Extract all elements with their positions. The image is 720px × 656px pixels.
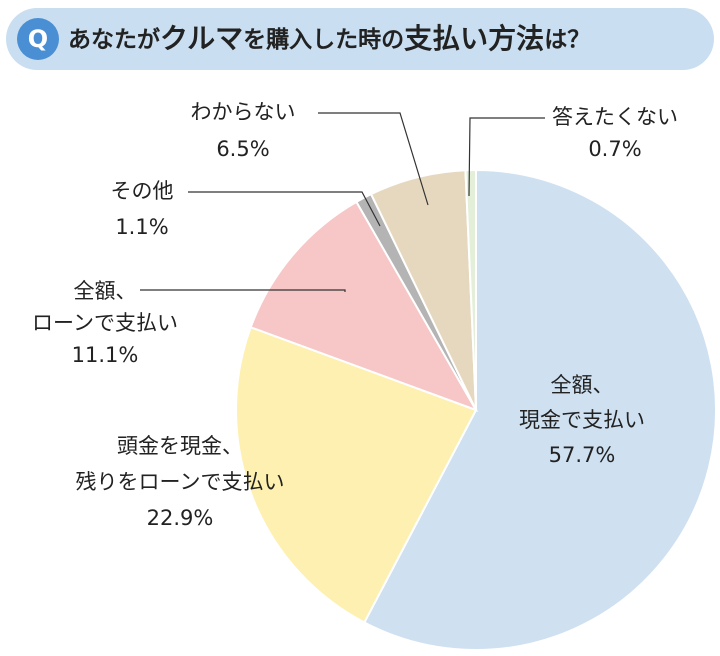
label-line: ローンで支払い <box>32 311 178 335</box>
title-part: クルマ <box>160 22 243 55</box>
header-bar <box>6 8 714 70</box>
label-line: わからない <box>191 100 296 124</box>
leader-line <box>188 191 381 227</box>
label-line: 答えたくない <box>552 105 678 129</box>
pie-slice <box>235 326 478 624</box>
value-label: 6.5% <box>216 137 269 161</box>
leader-lines <box>140 112 545 292</box>
pie-slice <box>249 200 479 412</box>
label-line: 全額、 <box>74 279 137 303</box>
value-label: 22.9% <box>147 506 214 530</box>
chart-title: あなたがクルマを購入した時の支払い方法は？ <box>68 22 590 55</box>
title-part: は？ <box>544 27 590 53</box>
leader-line <box>318 112 429 206</box>
category-label: その他 <box>111 179 174 203</box>
pie-slice <box>363 168 717 651</box>
value-label: 57.7% <box>549 443 616 467</box>
leader-line <box>140 289 346 292</box>
category-label: 全額、現金で支払い <box>519 373 645 432</box>
value-label: 1.1% <box>115 215 168 239</box>
pie <box>235 168 717 651</box>
title-part: を購入した時の <box>243 27 404 53</box>
q-badge <box>17 18 59 60</box>
q-letter: Q <box>28 25 48 53</box>
title-part: 支払い方法 <box>404 22 544 55</box>
pie-slice <box>464 168 477 411</box>
label-line: 残りをローンで支払い <box>76 470 285 494</box>
category-label: 答えたくない <box>552 105 678 129</box>
value-label: 0.7% <box>588 137 641 161</box>
title-part: あなたが <box>68 26 160 53</box>
label-line: その他 <box>111 179 174 203</box>
category-label: わからない <box>191 100 296 124</box>
label-line: 頭金を現金、 <box>117 434 243 458</box>
label-line: 現金で支払い <box>519 408 645 432</box>
category-label: 全額、ローンで支払い <box>32 279 178 335</box>
leader-line <box>468 117 545 197</box>
label-line: 全額、 <box>551 373 614 397</box>
value-label: 11.1% <box>72 343 139 367</box>
category-label: 頭金を現金、残りをローンで支払い <box>76 434 285 494</box>
